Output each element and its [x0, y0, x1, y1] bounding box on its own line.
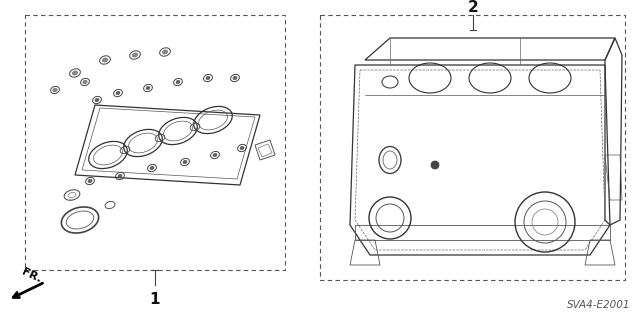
Ellipse shape — [132, 53, 138, 57]
Ellipse shape — [233, 76, 237, 80]
Ellipse shape — [146, 86, 150, 90]
Ellipse shape — [95, 98, 99, 102]
Ellipse shape — [116, 91, 120, 95]
Ellipse shape — [83, 80, 87, 84]
Ellipse shape — [102, 58, 108, 62]
Text: 2: 2 — [468, 1, 478, 16]
Ellipse shape — [213, 153, 217, 157]
Ellipse shape — [118, 174, 122, 178]
Bar — [320, 15, 625, 280]
Ellipse shape — [206, 76, 210, 80]
Ellipse shape — [88, 179, 92, 183]
Ellipse shape — [150, 167, 154, 170]
Text: FR.: FR. — [20, 267, 44, 285]
Text: 1: 1 — [150, 293, 160, 308]
Text: SVA4-E2001: SVA4-E2001 — [566, 300, 630, 310]
Bar — [25, 15, 285, 270]
Ellipse shape — [53, 88, 57, 92]
Ellipse shape — [240, 146, 244, 150]
Ellipse shape — [176, 80, 180, 84]
Ellipse shape — [163, 50, 168, 54]
Circle shape — [431, 161, 439, 169]
Ellipse shape — [183, 160, 187, 164]
Ellipse shape — [72, 71, 77, 75]
